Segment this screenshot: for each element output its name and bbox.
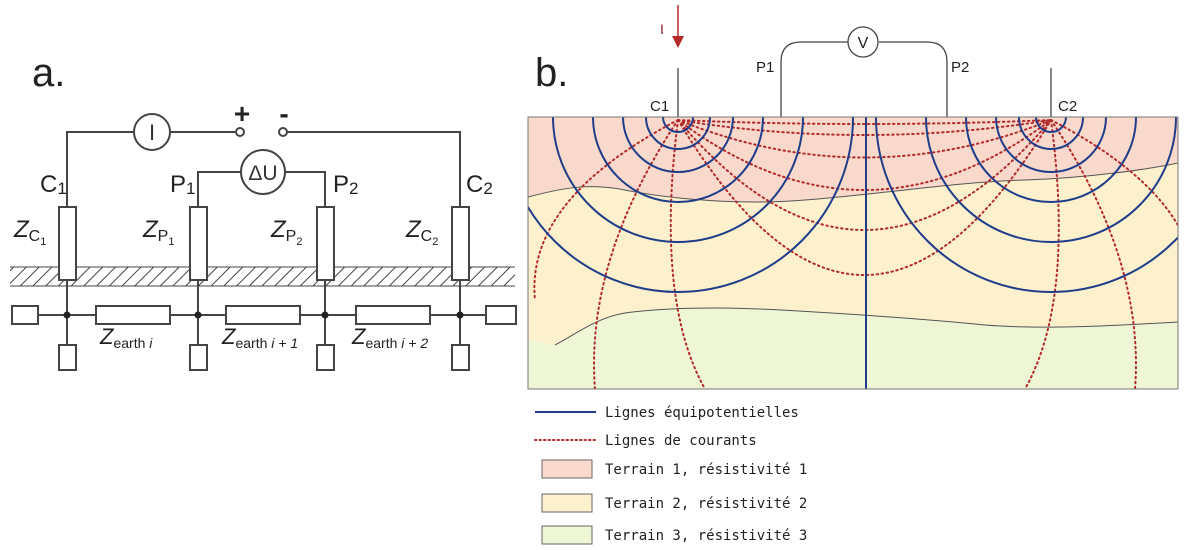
legend-terrain2-label: Terrain 2, résistivité 2 [605, 496, 807, 512]
voltmeter: ΔU [241, 150, 285, 194]
electrode-label-p1: P1 [170, 171, 195, 198]
ammeter-symbol: I [149, 120, 155, 145]
impedance-label-zc2: ZC2 [405, 216, 438, 248]
panel-b-label: b. [535, 51, 568, 95]
electrode-label-c2: C2 [466, 171, 493, 198]
legend-terrain3-label: Terrain 3, résistivité 3 [605, 528, 807, 544]
panel-b-voltmeter-symbol: V [858, 35, 869, 52]
earth-impedance-label-i1: Zearth i + 1 [221, 324, 298, 351]
impedance-label-zp1: ZP1 [142, 216, 174, 248]
electrode-label-c1: C1 [40, 171, 67, 198]
legend: Lignes équipotentielles Lignes de couran… [530, 400, 950, 550]
legend-terrain2-swatch [542, 494, 592, 512]
label-c1: C1 [650, 98, 669, 115]
label-p1: P1 [756, 59, 774, 76]
voltmeter-symbol: ΔU [248, 162, 277, 185]
electrode-c2-body [452, 207, 469, 280]
earth-impedance-label-i: Zearth i [99, 324, 153, 351]
legend-terrain3-swatch [542, 526, 592, 544]
electrode-c1-body [59, 207, 76, 280]
ground-hatching [10, 267, 515, 286]
impedance-label-zc1: ZC1 [13, 216, 46, 248]
legend-equipotential-label: Lignes équipotentielles [605, 405, 799, 421]
electrode-p2-body [317, 207, 334, 280]
earth-impedance-label-i2: Zearth i + 2 [351, 324, 428, 351]
ammeter: I [134, 114, 170, 150]
legend-terrain1-swatch [542, 460, 592, 478]
impedance-label-zp2: ZP2 [270, 216, 302, 248]
electrode-label-p2: P2 [333, 171, 358, 198]
current-symbol: I [660, 21, 664, 37]
legend-current-label: Lignes de courants [605, 433, 757, 449]
soil-layers [525, 0, 1185, 389]
panel-b-resistivity-diagram: b. V I C1 C2 P1 P2 [525, 0, 1185, 400]
panel-a-label: a. [32, 51, 65, 95]
minus-sign: - [279, 98, 288, 129]
panel-b-voltmeter: V [848, 27, 878, 57]
label-p2: P2 [951, 59, 969, 76]
electrode-p1-body [190, 207, 207, 280]
plus-sign: + [234, 98, 250, 129]
label-c2: C2 [1058, 98, 1077, 115]
panel-a-circuit-diagram: a. I + - ΔU C1 P1 P2 C2 ZC1 ZP1 ZP2 ZC2 [0, 0, 530, 400]
legend-terrain1-label: Terrain 1, résistivité 1 [605, 462, 807, 478]
switch-terminals [236, 128, 287, 136]
